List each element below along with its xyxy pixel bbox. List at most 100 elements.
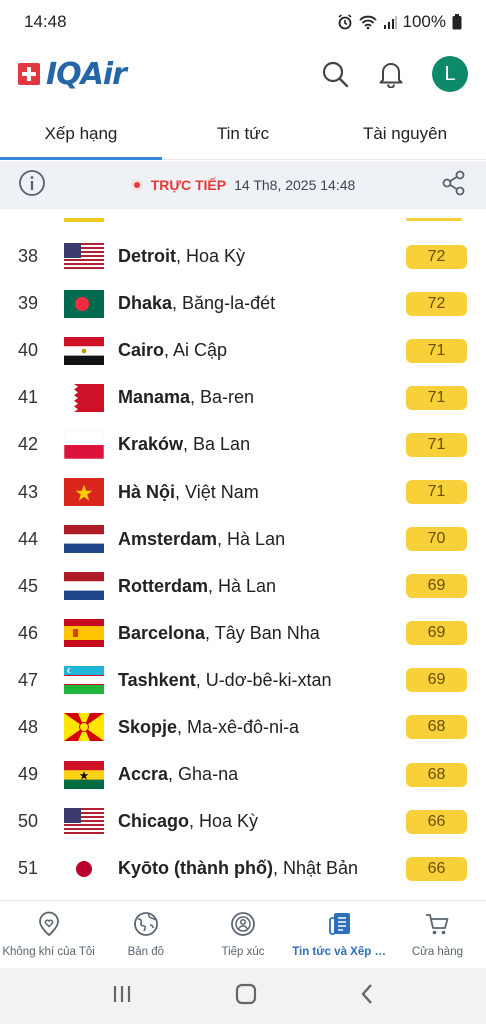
iqair-logo[interactable]: IQAir (18, 57, 127, 92)
status-icons: 100% (337, 12, 462, 32)
list-item[interactable]: 42 Kraków, Ba Lan 71 (0, 421, 486, 468)
rank-number: 41 (18, 387, 39, 408)
city-label: Hà Nội (118, 481, 176, 502)
search-icon[interactable] (320, 59, 350, 89)
nav-store[interactable]: Cửa hàng (389, 901, 486, 968)
ranking-list[interactable]: 38 Detroit, Hoa Kỳ 72 39 Dhaka, Băng-la-đét 7… (0, 209, 486, 900)
uzbekistan-flag-icon (64, 666, 104, 695)
usa-flag-icon (64, 242, 104, 271)
city-label: Detroit (118, 246, 176, 267)
country-label: , Việt Nam (175, 481, 259, 502)
aqi-badge: 69 (406, 621, 467, 646)
rank-number: 38 (18, 246, 39, 267)
city-name: Tashkent, U-dơ-bê-ki-xtan (118, 670, 332, 691)
rank-number: 42 (18, 434, 39, 455)
list-item[interactable]: 44 Amsterdam, Hà Lan 70 (0, 516, 486, 563)
aqi-badge: 68 (406, 715, 467, 740)
bangladesh-flag-icon (64, 289, 104, 318)
cart-icon (424, 911, 450, 940)
rank-number: 44 (18, 528, 39, 549)
city-name: Rotterdam, Hà Lan (118, 576, 276, 597)
list-item[interactable]: 38 Detroit, Hoa Kỳ 72 (0, 233, 486, 280)
rank-number: 47 (18, 669, 39, 690)
vietnam-flag-icon (64, 478, 104, 507)
aqi-badge: 70 (406, 527, 467, 552)
city-label: Dhaka (118, 293, 173, 314)
nav-label: Tiếp xúc (221, 946, 265, 958)
battery-level: 100% (402, 12, 446, 31)
info-icon[interactable] (18, 169, 46, 202)
aqi-badge: 69 (406, 574, 467, 599)
nav-label: Bản đồ (127, 946, 165, 958)
list-item[interactable]: 43 Hà Nội, Việt Nam 71 (0, 468, 486, 515)
nav-label: Cửa hàng (411, 946, 463, 958)
tab-rankings[interactable]: Xếp hạng (0, 108, 162, 160)
nav-my-air[interactable]: Không khí của Tôi (0, 901, 97, 968)
list-item[interactable]: 50 Chicago, Hoa Kỳ 66 (0, 798, 486, 845)
city-name: Dhaka, Băng-la-đét (118, 293, 275, 314)
country-label: , Ba-ren (190, 387, 255, 408)
country-label: , Hà Lan (217, 528, 286, 549)
aqi-badge: 71 (406, 385, 467, 410)
back-icon[interactable] (359, 983, 375, 1010)
poland-flag-icon (64, 430, 104, 459)
city-label: Chicago (118, 811, 190, 832)
system-nav-bar (0, 968, 486, 1024)
aqi-badge: 71 (406, 338, 467, 363)
aqi-badge-partial (406, 218, 462, 221)
country-label: , Ma-xê-đô-ni-a (177, 716, 300, 737)
share-icon[interactable] (440, 169, 468, 202)
city-name: Detroit, Hoa Kỳ (118, 246, 245, 267)
aqi-badge: 68 (406, 762, 467, 787)
list-item[interactable]: 46 Barcelona, Tây Ban Nha 69 (0, 610, 486, 657)
tab-resources[interactable]: Tài nguyên (362, 123, 448, 143)
list-item[interactable]: 40 Cairo, Ai Cập 71 (0, 327, 486, 374)
city-label: Kraków (118, 434, 184, 455)
header-actions: L (320, 56, 468, 92)
aqi-badge: 66 (406, 856, 467, 881)
list-item[interactable]: 51 Kyōto (thành phố), Nhật Bản 66 (0, 845, 486, 892)
nav-label: Tin tức và Xếp h... (292, 946, 389, 958)
list-item[interactable]: 47 Tashkent, U-dơ-bê-ki-xtan 69 (0, 657, 486, 704)
aqi-badge: 72 (406, 291, 467, 316)
nav-label: Không khí của Tôi (2, 946, 95, 958)
recent-apps-icon[interactable] (111, 984, 133, 1009)
country-label: , Ai Cập (164, 340, 228, 361)
tab-news[interactable]: Tin tức (216, 123, 270, 143)
rank-number: 39 (18, 293, 39, 314)
rank-number: 50 (18, 811, 39, 832)
country-label: , Hà Lan (208, 575, 277, 596)
city-label: Kyōto (thành phố) (118, 858, 273, 879)
app-header: IQAir L (0, 44, 486, 104)
list-item[interactable]: 41 Manama, Ba-ren 71 (0, 374, 486, 421)
city-name: Hà Nội, Việt Nam (118, 482, 259, 503)
flag-partial (64, 218, 104, 222)
signal-icon (383, 15, 397, 29)
city-label: Skopje (118, 716, 178, 737)
nav-exposure[interactable]: Tiếp xúc (194, 901, 291, 968)
city-name: Amsterdam, Hà Lan (118, 529, 285, 550)
home-icon[interactable] (235, 983, 257, 1010)
list-item[interactable]: 48 Skopje, Ma-xê-đô-ni-a 68 (0, 704, 486, 751)
bell-icon[interactable] (376, 59, 406, 89)
aqi-badge: 71 (406, 480, 467, 505)
country-label: , Ba Lan (183, 434, 251, 455)
nav-map[interactable]: Bản đồ (97, 901, 194, 968)
city-name: Barcelona, Tây Ban Nha (118, 623, 320, 644)
city-name: Cairo, Ai Cập (118, 340, 227, 361)
japan-flag-icon (64, 854, 104, 883)
list-item[interactable]: 45 Rotterdam, Hà Lan 69 (0, 563, 486, 610)
live-dot-icon (130, 179, 143, 191)
country-label: , U-dơ-bê-ki-xtan (195, 669, 332, 690)
country-label: , Nhật Bản (272, 858, 359, 879)
aqi-badge: 72 (406, 244, 467, 269)
news-icon (327, 911, 353, 940)
list-item-partial (0, 209, 486, 233)
list-item[interactable]: 49 Accra, Gha-na 68 (0, 751, 486, 798)
battery-icon (452, 14, 462, 30)
list-item[interactable]: 39 Dhaka, Băng-la-đét 72 (0, 280, 486, 327)
avatar[interactable]: L (432, 56, 468, 92)
status-time: 14:48 (24, 12, 67, 31)
city-label: Cairo (118, 340, 165, 361)
nav-news-rankings[interactable]: Tin tức và Xếp h... (292, 901, 389, 968)
